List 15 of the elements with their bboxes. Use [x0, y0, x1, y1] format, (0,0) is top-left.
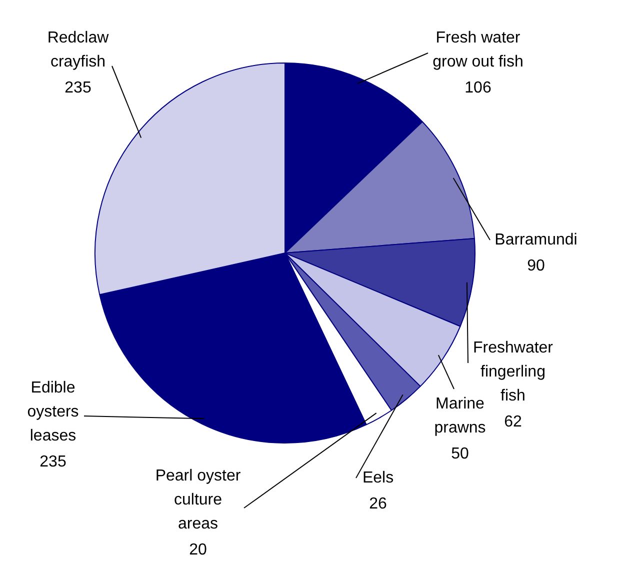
- slice-label: Edible oysters leases: [27, 379, 79, 444]
- slice-label: Marine prawns: [434, 395, 486, 436]
- slice-label: Pearl oyster culture areas: [155, 467, 242, 532]
- slice-label: Redclaw crayfish: [47, 29, 110, 70]
- data-label: 106: [464, 79, 492, 96]
- data-label: 90: [527, 257, 545, 274]
- slice-label: Fresh water grow out fish: [432, 29, 524, 70]
- data-label: 50: [451, 445, 469, 462]
- data-label: 20: [189, 541, 207, 558]
- data-label: 26: [369, 495, 387, 512]
- data-label: 235: [64, 79, 92, 96]
- data-label: 235: [40, 453, 66, 470]
- slice-label: Eels: [362, 469, 394, 486]
- data-label: 62: [504, 413, 522, 430]
- slice-label: Barramundi: [494, 231, 578, 248]
